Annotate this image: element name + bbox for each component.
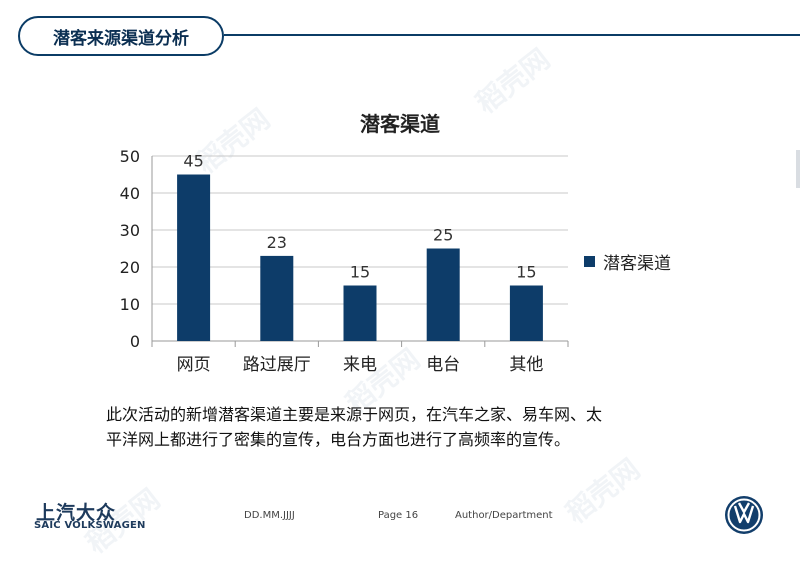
x-tick-label: 网页 xyxy=(177,355,211,375)
bar xyxy=(260,255,294,341)
y-tick-label: 10 xyxy=(120,295,140,314)
x-tick-label: 路过展厅 xyxy=(243,355,311,375)
data-label: 15 xyxy=(350,263,370,282)
caption-line: 此次活动的新增潜客渠道主要是来源于网页，在汽车之家、易车网、太 xyxy=(106,405,603,424)
y-tick-label: 0 xyxy=(130,332,140,351)
data-label: 15 xyxy=(516,263,536,282)
x-tick-label: 其他 xyxy=(509,355,543,375)
bar xyxy=(177,174,211,341)
y-tick-label: 40 xyxy=(120,184,140,203)
bar xyxy=(426,248,460,341)
saic-logo-text: 上汽大众 xyxy=(36,502,117,524)
legend-swatch xyxy=(584,256,595,267)
title-rule xyxy=(224,34,800,36)
data-label: 25 xyxy=(433,226,453,245)
bar xyxy=(509,285,543,341)
vw-logo-icon xyxy=(725,496,763,534)
edge-marker xyxy=(796,150,800,188)
y-tick-label: 30 xyxy=(120,221,140,240)
slide-caption: 此次活动的新增潜客渠道主要是来源于网页，在汽车之家、易车网、太 平洋网上都进行了… xyxy=(106,402,706,452)
y-tick-label: 50 xyxy=(120,147,140,166)
caption-line: 平洋网上都进行了密集的宣传，电台方面也进行了高频率的宣传。 xyxy=(106,430,571,449)
bar xyxy=(343,285,377,341)
x-tick-label: 来电 xyxy=(343,355,377,375)
chart-legend: 潜客渠道 xyxy=(584,249,671,274)
slide-title: 潜客来源渠道分析 xyxy=(18,16,224,56)
x-tick-label: 电台 xyxy=(426,355,460,375)
footer-author: Author/Department xyxy=(455,510,553,521)
data-label: 23 xyxy=(267,233,287,252)
chart-title: 潜客渠道 xyxy=(360,112,440,136)
y-tick-label: 20 xyxy=(120,258,140,277)
data-label: 45 xyxy=(183,152,203,171)
legend-label: 潜客渠道 xyxy=(603,254,671,274)
footer-date: DD.MM.JJJJ xyxy=(244,510,295,521)
saic-logo-subtext: SAIC VOLKSWAGEN xyxy=(34,520,146,531)
footer-page: Page 16 xyxy=(378,510,419,521)
